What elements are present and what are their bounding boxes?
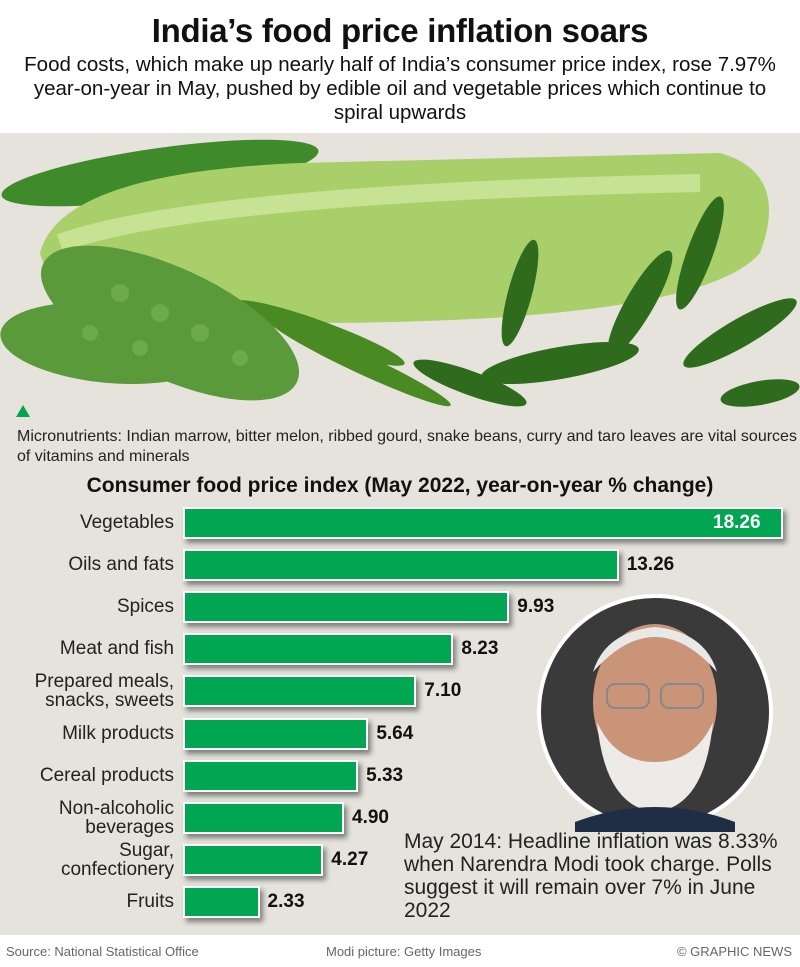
value-label: 5.33 <box>366 764 404 786</box>
bar-spices <box>183 591 510 624</box>
source-text: Source: National Statistical Office <box>6 944 199 959</box>
value-label: 18.26 <box>713 512 761 533</box>
value-label: 13.26 <box>626 554 675 576</box>
bar-sugar-confectionery <box>183 843 324 876</box>
note-text: May 2014: Headline inflation was 8.33% w… <box>404 830 778 922</box>
category-label: Milk products <box>62 722 174 744</box>
page-title: India’s food price inflation soars <box>151 12 649 49</box>
bar-milk-products <box>183 717 369 750</box>
photo-caption: Micronutrients: Indian marrow, bitter me… <box>17 428 797 465</box>
footer: Source: National Statistical Office Modi… <box>0 935 800 967</box>
subtitle: Food costs, which make up nearly half of… <box>24 53 776 124</box>
bar-non-alcoholic-beverages <box>183 801 344 834</box>
category-label: Vegetables <box>79 512 174 533</box>
bar-vegetables <box>183 507 783 539</box>
value-label: 2.33 <box>267 890 305 912</box>
value-label: 7.10 <box>424 680 462 702</box>
category-label: Sugar, confectionery <box>60 839 174 880</box>
value-label: 4.90 <box>352 806 389 828</box>
bar-meat-and-fish <box>183 633 454 666</box>
bar-cereal-products <box>183 759 359 792</box>
value-label: 8.23 <box>461 638 499 660</box>
category-label: Prepared meals, snacks, sweets <box>34 671 174 712</box>
value-label: 5.64 <box>376 722 414 744</box>
category-label: Spices <box>116 596 174 618</box>
chart-title: Consumer food price index (May 2022, yea… <box>86 474 714 497</box>
category-label: Oils and fats <box>68 554 174 576</box>
category-label: Non-alcoholic beverages <box>58 797 174 838</box>
category-label: Meat and fish <box>59 638 174 660</box>
category-label: Cereal products <box>39 764 174 786</box>
vegetables-photo <box>0 133 800 423</box>
value-label: 9.93 <box>517 596 555 618</box>
modi-portrait <box>537 594 773 832</box>
bar-fruits <box>183 885 260 918</box>
header: India’s food price inflation soars Food … <box>0 0 800 135</box>
bar-oils-and-fats <box>183 549 619 582</box>
bar-prepared-meals-snacks-sweets <box>183 675 417 708</box>
copyright: © GRAPHIC NEWS <box>676 944 792 959</box>
value-label: 4.27 <box>331 848 369 870</box>
photo-credit: Modi picture: Getty Images <box>326 944 482 959</box>
category-label: Fruits <box>126 890 175 912</box>
photo-pointer-icon <box>16 405 30 417</box>
